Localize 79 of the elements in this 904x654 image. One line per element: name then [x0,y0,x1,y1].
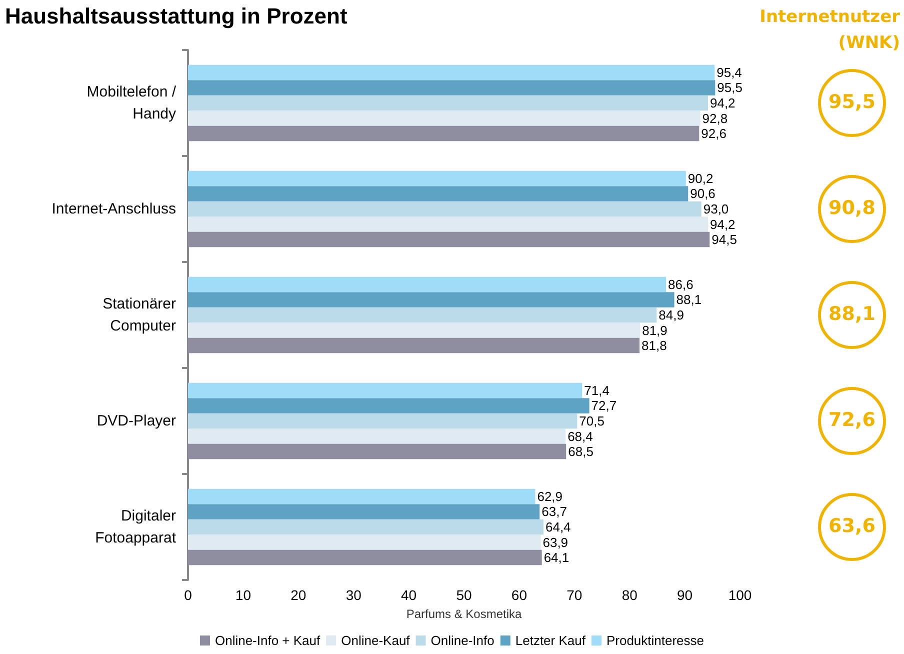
x-tick-label: 20 [290,587,306,603]
text: Internetnutzer (WNK) [758,6,900,55]
data-label: 94,2 [710,96,736,110]
bar [188,80,716,96]
data-label: 84,9 [658,308,684,322]
bar [188,398,590,414]
legend-label: Letzter Kauf [515,633,586,648]
text: 72,6 [828,409,876,431]
y-tick-label: Mobiltelefon / Handy [86,84,177,122]
bar [188,64,715,80]
bar [188,170,686,186]
data-label: 71,4 [584,382,610,398]
y-tick-label: Stationärer Computer [102,296,176,334]
x-tick-label: 0 [184,587,192,603]
data-label: 90,2 [688,170,714,186]
data-label: 63,7 [542,504,567,520]
legend-label: Produktinteresse [606,633,704,648]
text: 88,1 [828,303,876,325]
bar [188,550,542,566]
bar [188,428,566,444]
legend-label: Online-Info + Kauf [214,633,321,648]
data-label: 72,7 [591,398,617,414]
bar [188,504,540,520]
x-tick-label: 10 [235,587,252,603]
x-axis-title: Parfums & Kosmetika [406,607,522,621]
data-label: 94,5 [712,232,737,248]
data-label: 95,4 [716,64,742,80]
data-label: 94,2 [710,216,736,232]
bar [188,186,688,202]
bar [188,110,700,126]
bar [188,201,702,217]
x-tick-label: 70 [566,587,582,603]
bar [188,382,582,398]
legend-label: Online-Kauf [341,633,410,648]
data-label: 70,5 [579,414,604,428]
data-label: 92,6 [701,126,726,142]
bar [188,126,700,142]
y-tick-label: Internet-Anschluss [52,200,176,218]
y-tick-label: DVD-Player [96,412,176,430]
bar [188,534,541,550]
text: 90,8 [828,197,876,219]
data-label: 68,4 [568,428,593,444]
x-tick-label: 80 [622,587,638,603]
data-label: 81,9 [642,322,668,338]
bar [188,338,640,354]
x-tick-label: 50 [456,587,472,603]
x-tick-label: 90 [677,587,693,603]
x-tick-label: 40 [401,587,417,603]
data-label: 86,6 [668,276,694,292]
x-tick-label: 100 [728,587,752,603]
data-label: 95,5 [717,80,742,96]
bar [188,519,544,535]
bar [188,95,708,111]
text: 95,5 [828,91,876,113]
bar [188,488,536,504]
data-label: 64,4 [545,520,571,534]
data-label: 62,9 [537,488,563,504]
data-label: 88,1 [676,292,702,308]
bar [188,292,674,308]
bar [188,322,640,338]
x-tick-label: 30 [346,587,362,603]
bar [188,444,566,460]
y-tick-label: Digitaler Fotoapparat [95,508,177,546]
bar [188,216,708,232]
data-label: 63,9 [542,534,568,550]
chart-title: Haushaltsausstattung in Prozent [5,4,348,28]
x-tick-label: 60 [511,587,528,603]
legend-label: Online-Info [430,633,494,648]
data-label: 64,1 [544,550,570,566]
text: 63,6 [828,515,876,537]
bar [188,413,578,429]
bar [188,307,657,323]
data-label: 93,0 [703,202,729,216]
data-label: 90,6 [690,186,716,202]
data-label: 68,5 [568,444,594,460]
bar [188,232,710,248]
data-label: 81,8 [642,338,667,354]
bar [188,276,666,292]
data-label: 92,8 [702,110,728,126]
